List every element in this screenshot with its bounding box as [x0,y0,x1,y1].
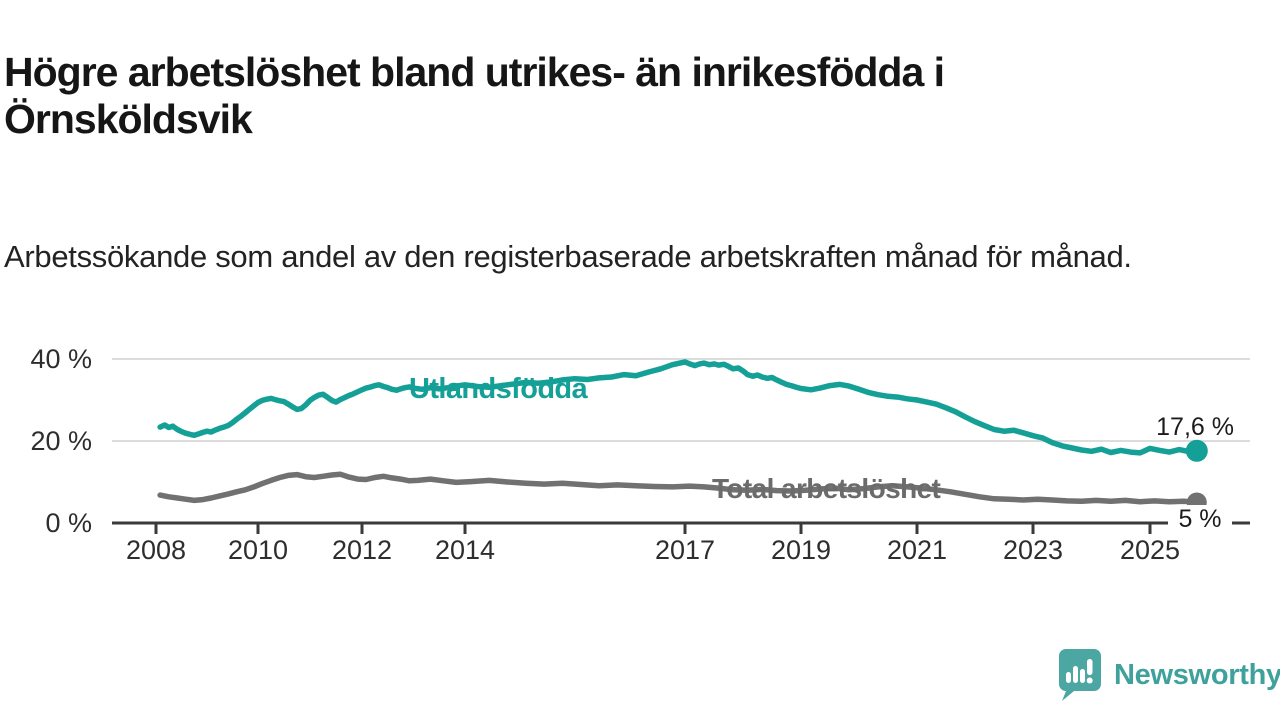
exclamation-bar [1087,659,1093,675]
series-end-dot-1 [1186,492,1207,513]
series-end-dot-0 [1185,439,1208,462]
series-line-0 [157,359,1200,456]
bar-3 [1080,669,1085,683]
newsworthy-logo: Newsworthy [1056,646,1280,704]
series-line-1 [157,471,1200,506]
bar-2 [1073,666,1078,683]
page-subtitle: Arbetssökande som andel av den registerb… [4,239,1132,274]
page-title: Högre arbetslöshet bland utrikes- än inr… [4,49,945,143]
exclamation-dot [1086,677,1093,684]
bar-1 [1066,672,1071,683]
newsworthy-logo-text: Newsworthy [1114,658,1280,691]
newsworthy-logo-icon [1059,649,1101,701]
